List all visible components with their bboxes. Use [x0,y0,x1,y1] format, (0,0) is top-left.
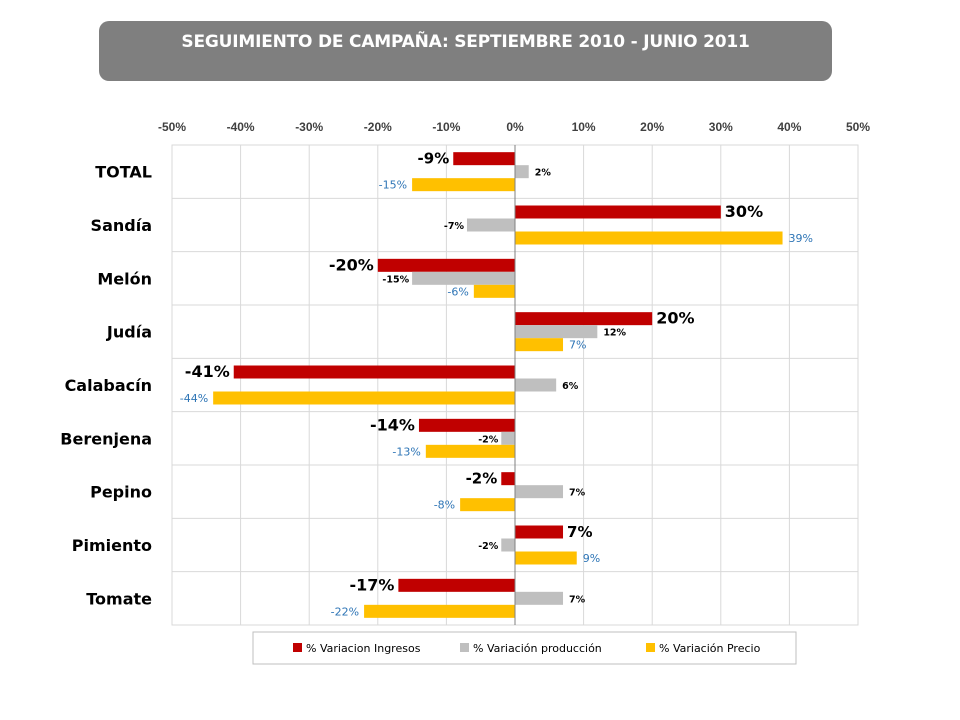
data-label-ingresos: -14% [370,415,415,434]
bar-ingresos [515,312,653,326]
category-labels: TOTAL Sandía Melón Judía Calabacín Berenjena P… [60,163,152,609]
bar-produccion [515,325,598,339]
data-label-produccion: -2% [478,434,499,445]
data-label-ingresos: -41% [185,362,230,381]
x-tick-label: -10% [432,120,460,134]
bar-produccion [515,591,564,605]
category-label: Pepino [90,483,152,502]
legend-swatch-ingresos [293,643,302,652]
data-label-ingresos: -17% [349,575,394,594]
bar-produccion [466,218,515,232]
x-tick-label: 50% [846,120,870,134]
category-label: TOTAL [95,163,152,182]
data-label-produccion: 6% [562,381,579,392]
bar-produccion [515,165,529,179]
data-label-precio: -6% [447,285,468,298]
data-labels: -9% 30% -20% 20% -41% -14% -2% 7% -17% 2% -7% -15% 1… [180,150,813,619]
data-label-precio: 7% [569,339,586,352]
data-label-ingresos: 20% [656,309,694,328]
data-label-precio: -8% [434,499,455,512]
x-tick-label: 20% [640,120,664,134]
data-label-ingresos: 7% [567,523,592,541]
category-label: Berenjena [60,429,152,448]
legend-swatch-produccion [460,643,469,652]
bar-precio [515,338,564,352]
data-label-precio: 9% [583,552,600,565]
data-label-precio: 39% [789,232,813,245]
data-label-produccion: 7% [569,594,586,605]
category-label: Pimiento [72,536,152,555]
legend-label-precio: % Variación Precio [659,642,761,655]
bar-ingresos [398,578,515,592]
bar-precio [515,231,783,245]
bar-ingresos [501,472,515,486]
bar-precio [460,498,515,512]
data-label-produccion: 2% [535,168,552,179]
x-tick-label: -40% [227,120,255,134]
legend-swatch-precio [646,643,655,652]
category-label: Melón [97,269,152,288]
x-tick-label: 30% [709,120,733,134]
bar-ingresos [515,525,564,539]
bar-produccion [515,485,564,499]
bar-produccion [501,538,515,552]
data-label-produccion: -15% [382,274,409,285]
bar-produccion [501,431,515,445]
title-banner: SEGUIMIENTO DE CAMPAÑA: SEPTIEMBRE 2010 … [99,21,832,81]
bar-ingresos [377,258,515,272]
x-tick-label: -50% [158,120,186,134]
legend: % Variacion Ingresos % Variación producci… [252,631,797,665]
data-label-produccion: 12% [603,328,626,339]
x-tick-label: -20% [364,120,392,134]
category-label: Tomate [86,589,152,608]
bar-precio [364,604,515,618]
bar-produccion [515,378,557,392]
bar-precio [213,391,515,405]
data-label-ingresos: -20% [329,255,374,274]
data-label-precio: -22% [331,605,359,618]
data-label-ingresos: -9% [418,150,450,168]
x-tick-label: 40% [777,120,801,134]
bar-precio [515,551,577,565]
legend-box [252,631,797,665]
data-label-ingresos: 30% [725,202,763,221]
bar-precio [425,444,515,458]
page-title: SEGUIMIENTO DE CAMPAÑA: SEPTIEMBRE 2010 … [181,32,750,52]
data-label-precio: -13% [392,445,420,458]
category-label: Judía [106,323,152,342]
data-label-produccion: 7% [569,488,586,499]
data-label-produccion: -2% [478,541,499,552]
legend-label-ingresos: % Variacion Ingresos [306,642,421,655]
data-label-ingresos: -2% [466,470,498,488]
bars [213,152,783,618]
x-axis-ticks: -50% -40% -30% -20% -10% 0% 10% 20% 30% 40% 50% [158,120,870,134]
bar-produccion [412,271,515,285]
x-tick-label: 0% [506,120,524,134]
bar-ingresos [453,152,515,166]
x-tick-label: 10% [572,120,596,134]
bar-precio [412,178,515,192]
data-label-produccion: -7% [444,221,465,232]
bar-ingresos [515,205,721,219]
bar-ingresos [418,418,515,432]
bar-ingresos [233,365,516,379]
bar-precio [473,284,515,298]
data-label-precio: -15% [379,179,407,192]
data-label-precio: -44% [180,392,208,405]
legend-label-produccion: % Variación producción [473,642,602,655]
x-tick-label: -30% [295,120,323,134]
category-label: Calabacín [65,376,152,395]
category-label: Sandía [91,216,152,235]
